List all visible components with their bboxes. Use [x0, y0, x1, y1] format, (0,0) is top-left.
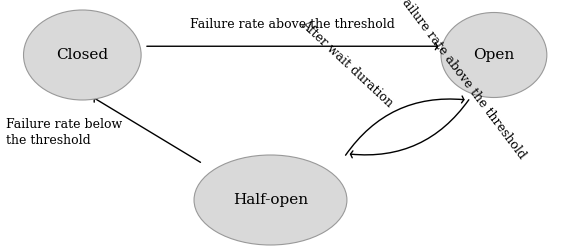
Text: Failure rate above the threshold: Failure rate above the threshold	[395, 0, 529, 161]
Text: Open: Open	[473, 48, 514, 62]
Text: Closed: Closed	[56, 48, 108, 62]
Ellipse shape	[24, 10, 141, 100]
Ellipse shape	[194, 155, 347, 245]
Text: After wait duration: After wait duration	[298, 18, 396, 110]
Ellipse shape	[441, 12, 547, 98]
Text: Failure rate above the threshold: Failure rate above the threshold	[190, 18, 395, 31]
Text: Failure rate below
the threshold: Failure rate below the threshold	[6, 118, 122, 146]
Text: Half-open: Half-open	[233, 193, 308, 207]
